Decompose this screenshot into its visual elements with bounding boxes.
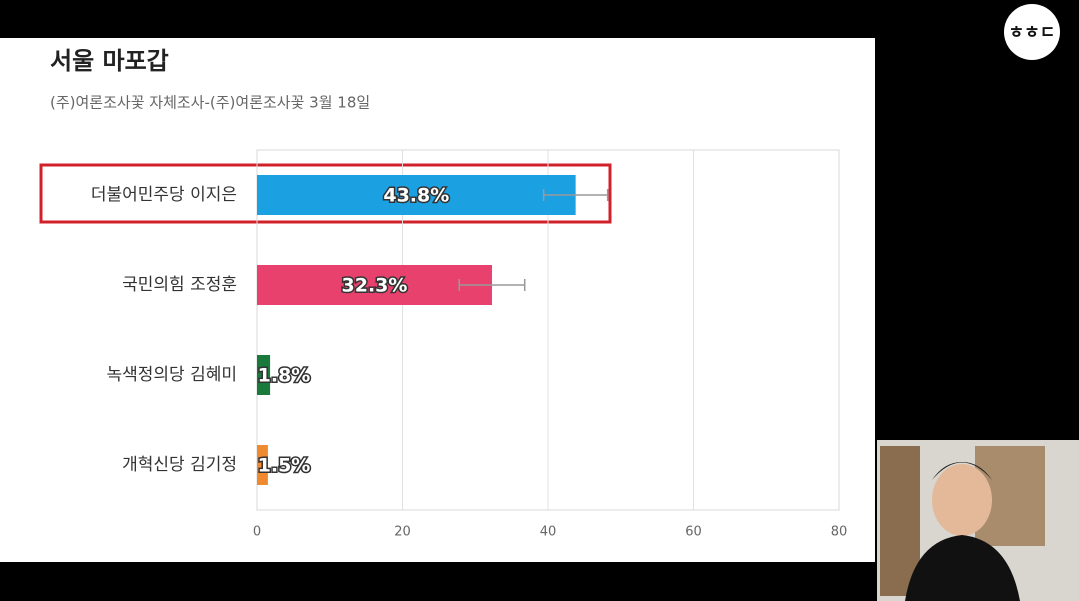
bar [257, 355, 271, 395]
value-label: 1.5% [258, 455, 311, 477]
x-tick-label: 0 [253, 525, 261, 540]
hair [932, 462, 992, 480]
bookshelf [880, 446, 920, 596]
webcam [877, 440, 1079, 601]
value-label: 32.3% [342, 275, 408, 297]
error-bar [542, 189, 609, 201]
y-tick-label: 녹색정의당 김혜미 [106, 365, 237, 385]
plot: 0 20 40 60 80 더불어민주당 이지은 43.8% 국민의힘 조정훈 32.3% 녹색정… [91, 149, 848, 540]
chart-title: 서울 마포갑 [50, 47, 169, 75]
value-label: 43.8% [383, 185, 449, 207]
x-tick-label: 40 [540, 525, 557, 540]
bar [257, 265, 492, 305]
bar [257, 175, 576, 215]
chart-subtitle: (주)여론조사꽃 자체조사-(주)여론조사꽃 3월 18일 [50, 94, 370, 112]
y-tick-label: 국민의힘 조정훈 [122, 275, 237, 295]
x-tick-label: 20 [394, 525, 411, 540]
y-tick-label: 개혁신당 김기정 [122, 455, 237, 475]
logo-badge [1004, 4, 1060, 60]
x-tick-label: 80 [831, 525, 848, 540]
value-label: 1.8% [258, 365, 311, 387]
error-bar [458, 279, 526, 291]
logo: ㅎㅎㄷ [1009, 23, 1056, 43]
plot-border [256, 149, 840, 511]
highlight-box [39, 163, 612, 224]
y-tick-label: 더불어민주당 이지은 [91, 185, 237, 205]
face [932, 464, 992, 536]
bar [257, 445, 268, 485]
x-tick-label: 60 [685, 525, 702, 540]
shirt [905, 535, 1020, 601]
